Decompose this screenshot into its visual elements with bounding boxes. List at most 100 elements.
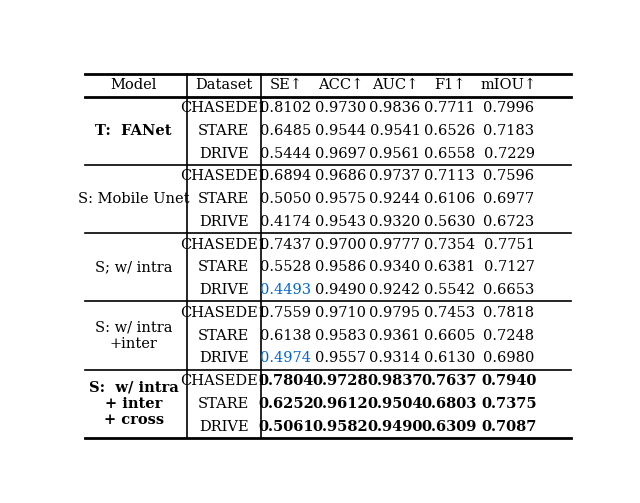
- Text: 0.6653: 0.6653: [483, 283, 535, 297]
- Text: 0.5528: 0.5528: [260, 261, 312, 274]
- Text: 0.8102: 0.8102: [260, 101, 312, 115]
- Text: STARE: STARE: [198, 328, 250, 343]
- Text: 0.9504: 0.9504: [367, 397, 422, 411]
- Text: 0.7818: 0.7818: [483, 306, 534, 320]
- Text: 0.7751: 0.7751: [484, 237, 534, 252]
- Text: 0.4974: 0.4974: [260, 352, 311, 365]
- Text: STARE: STARE: [198, 192, 250, 206]
- Text: S:  w/ intra
+ inter
+ cross: S: w/ intra + inter + cross: [89, 381, 179, 427]
- Text: STARE: STARE: [198, 124, 250, 138]
- Text: 0.9544: 0.9544: [315, 124, 366, 138]
- Text: STARE: STARE: [198, 261, 250, 274]
- Text: 0.9837: 0.9837: [367, 374, 422, 388]
- Text: 0.7711: 0.7711: [424, 101, 475, 115]
- Text: 0.5630: 0.5630: [424, 215, 476, 229]
- Text: 0.7559: 0.7559: [260, 306, 311, 320]
- Text: 0.9583: 0.9583: [315, 328, 366, 343]
- Text: CHASEDE1: CHASEDE1: [180, 170, 268, 183]
- Text: 0.7996: 0.7996: [483, 101, 534, 115]
- Text: 0.5050: 0.5050: [260, 192, 312, 206]
- Text: 0.5444: 0.5444: [260, 146, 311, 160]
- Text: mIOU↑: mIOU↑: [481, 78, 537, 92]
- Text: 0.5061: 0.5061: [258, 420, 314, 434]
- Text: 0.7804: 0.7804: [258, 374, 314, 388]
- Text: 0.7596: 0.7596: [483, 170, 534, 183]
- Text: Dataset: Dataset: [195, 78, 252, 92]
- Text: 0.6526: 0.6526: [424, 124, 475, 138]
- Text: 0.9710: 0.9710: [315, 306, 366, 320]
- Text: 0.7229: 0.7229: [484, 146, 534, 160]
- Text: 0.6980: 0.6980: [483, 352, 535, 365]
- Text: 0.7127: 0.7127: [484, 261, 534, 274]
- Text: 0.6106: 0.6106: [424, 192, 475, 206]
- Text: DRIVE: DRIVE: [199, 146, 249, 160]
- Text: 0.9242: 0.9242: [369, 283, 420, 297]
- Text: S: Mobile Unet: S: Mobile Unet: [78, 192, 189, 206]
- Text: 0.9686: 0.9686: [315, 170, 366, 183]
- Text: ACC↑: ACC↑: [317, 78, 363, 92]
- Text: 0.9557: 0.9557: [315, 352, 366, 365]
- Text: 0.9543: 0.9543: [315, 215, 366, 229]
- Text: 0.6381: 0.6381: [424, 261, 475, 274]
- Text: 0.9795: 0.9795: [369, 306, 420, 320]
- Text: S; w/ intra: S; w/ intra: [95, 261, 172, 274]
- Text: 0.9700: 0.9700: [315, 237, 366, 252]
- Text: 0.6252: 0.6252: [258, 397, 314, 411]
- Text: DRIVE: DRIVE: [199, 283, 249, 297]
- Text: AUC↑: AUC↑: [372, 78, 418, 92]
- Text: 0.9586: 0.9586: [315, 261, 366, 274]
- Text: 0.7113: 0.7113: [424, 170, 475, 183]
- Text: 0.9730: 0.9730: [315, 101, 366, 115]
- Text: DRIVE: DRIVE: [199, 215, 249, 229]
- Text: 0.6309: 0.6309: [422, 420, 477, 434]
- Text: 0.9314: 0.9314: [369, 352, 420, 365]
- Text: 0.6894: 0.6894: [260, 170, 312, 183]
- Text: 0.6138: 0.6138: [260, 328, 312, 343]
- Text: 0.9244: 0.9244: [369, 192, 420, 206]
- Text: 0.9612: 0.9612: [312, 397, 368, 411]
- Text: 0.7354: 0.7354: [424, 237, 475, 252]
- Text: CHASEDE1: CHASEDE1: [180, 374, 268, 388]
- Text: 0.7248: 0.7248: [483, 328, 534, 343]
- Text: 0.7940: 0.7940: [481, 374, 537, 388]
- Text: 0.7183: 0.7183: [483, 124, 534, 138]
- Text: 0.9320: 0.9320: [369, 215, 420, 229]
- Text: 0.6977: 0.6977: [483, 192, 534, 206]
- Text: 0.9561: 0.9561: [369, 146, 420, 160]
- Text: 0.4493: 0.4493: [260, 283, 312, 297]
- Text: 0.6803: 0.6803: [422, 397, 477, 411]
- Text: 0.9836: 0.9836: [369, 101, 420, 115]
- Text: 0.9340: 0.9340: [369, 261, 420, 274]
- Text: 0.6558: 0.6558: [424, 146, 475, 160]
- Text: 0.9575: 0.9575: [315, 192, 366, 206]
- Text: 0.6485: 0.6485: [260, 124, 312, 138]
- Text: DRIVE: DRIVE: [199, 420, 249, 434]
- Text: Model: Model: [110, 78, 157, 92]
- Text: 0.7375: 0.7375: [481, 397, 537, 411]
- Text: 0.9697: 0.9697: [315, 146, 366, 160]
- Text: 0.4174: 0.4174: [260, 215, 311, 229]
- Text: CHASEDE1: CHASEDE1: [180, 101, 268, 115]
- Text: 0.7637: 0.7637: [422, 374, 477, 388]
- Text: STARE: STARE: [198, 397, 250, 411]
- Text: 0.9541: 0.9541: [369, 124, 420, 138]
- Text: 0.9777: 0.9777: [369, 237, 420, 252]
- Text: 0.6723: 0.6723: [483, 215, 534, 229]
- Text: 0.7437: 0.7437: [260, 237, 312, 252]
- Text: 0.9737: 0.9737: [369, 170, 420, 183]
- Text: 0.9582: 0.9582: [312, 420, 368, 434]
- Text: F1↑: F1↑: [434, 78, 465, 92]
- Text: 0.6130: 0.6130: [424, 352, 475, 365]
- Text: 0.9728: 0.9728: [312, 374, 368, 388]
- Text: CHASEDE1: CHASEDE1: [180, 237, 268, 252]
- Text: 0.7453: 0.7453: [424, 306, 475, 320]
- Text: 0.5542: 0.5542: [424, 283, 475, 297]
- Text: SE↑: SE↑: [269, 78, 302, 92]
- Text: 0.6605: 0.6605: [424, 328, 476, 343]
- Text: 0.9361: 0.9361: [369, 328, 420, 343]
- Text: 0.9490: 0.9490: [367, 420, 422, 434]
- Text: CHASEDE1: CHASEDE1: [180, 306, 268, 320]
- Text: S: w/ intra
+inter: S: w/ intra +inter: [95, 320, 172, 351]
- Text: 0.9490: 0.9490: [315, 283, 366, 297]
- Text: T:  FANet: T: FANet: [95, 124, 172, 138]
